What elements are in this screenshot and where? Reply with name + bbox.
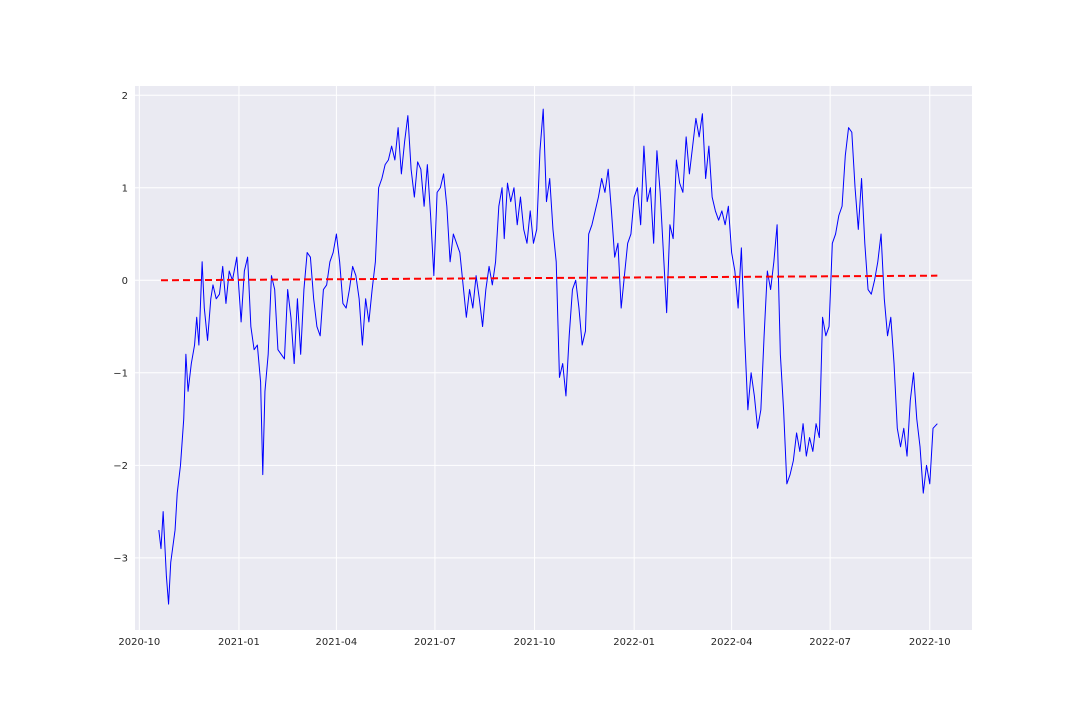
x-tick-label: 2022-07 — [809, 637, 851, 648]
y-tick-label: −2 — [113, 461, 128, 472]
series-line — [158, 108, 938, 605]
y-tick-label: 1 — [122, 183, 128, 194]
x-tick-label: 2021-01 — [218, 637, 260, 648]
x-tick-label: 2021-10 — [514, 637, 556, 648]
plot-background — [135, 86, 972, 630]
x-tick-label: 2022-10 — [909, 637, 951, 648]
x-grid — [138, 86, 931, 630]
x-tick-label: 2021-07 — [414, 637, 456, 648]
y-tick-label: 0 — [122, 276, 128, 287]
x-tick-label: 2022-01 — [613, 637, 655, 648]
y-tick-labels: −3 −2 −1 0 1 2 — [113, 91, 128, 565]
x-tick-labels: 2020-10 2021-01 2021-04 2021-07 2021-10 2022-… — [118, 637, 950, 648]
x-tick-label: 2022-04 — [711, 637, 753, 648]
x-tick-label: 2021-04 — [316, 637, 358, 648]
x-tick-label: 2020-10 — [118, 637, 160, 648]
y-tick-label: −1 — [113, 368, 128, 379]
y-tick-label: −3 — [113, 553, 128, 564]
y-grid — [135, 94, 972, 559]
series-group — [158, 108, 938, 605]
trend-line — [160, 274, 938, 282]
y-tick-label: 2 — [122, 91, 128, 102]
